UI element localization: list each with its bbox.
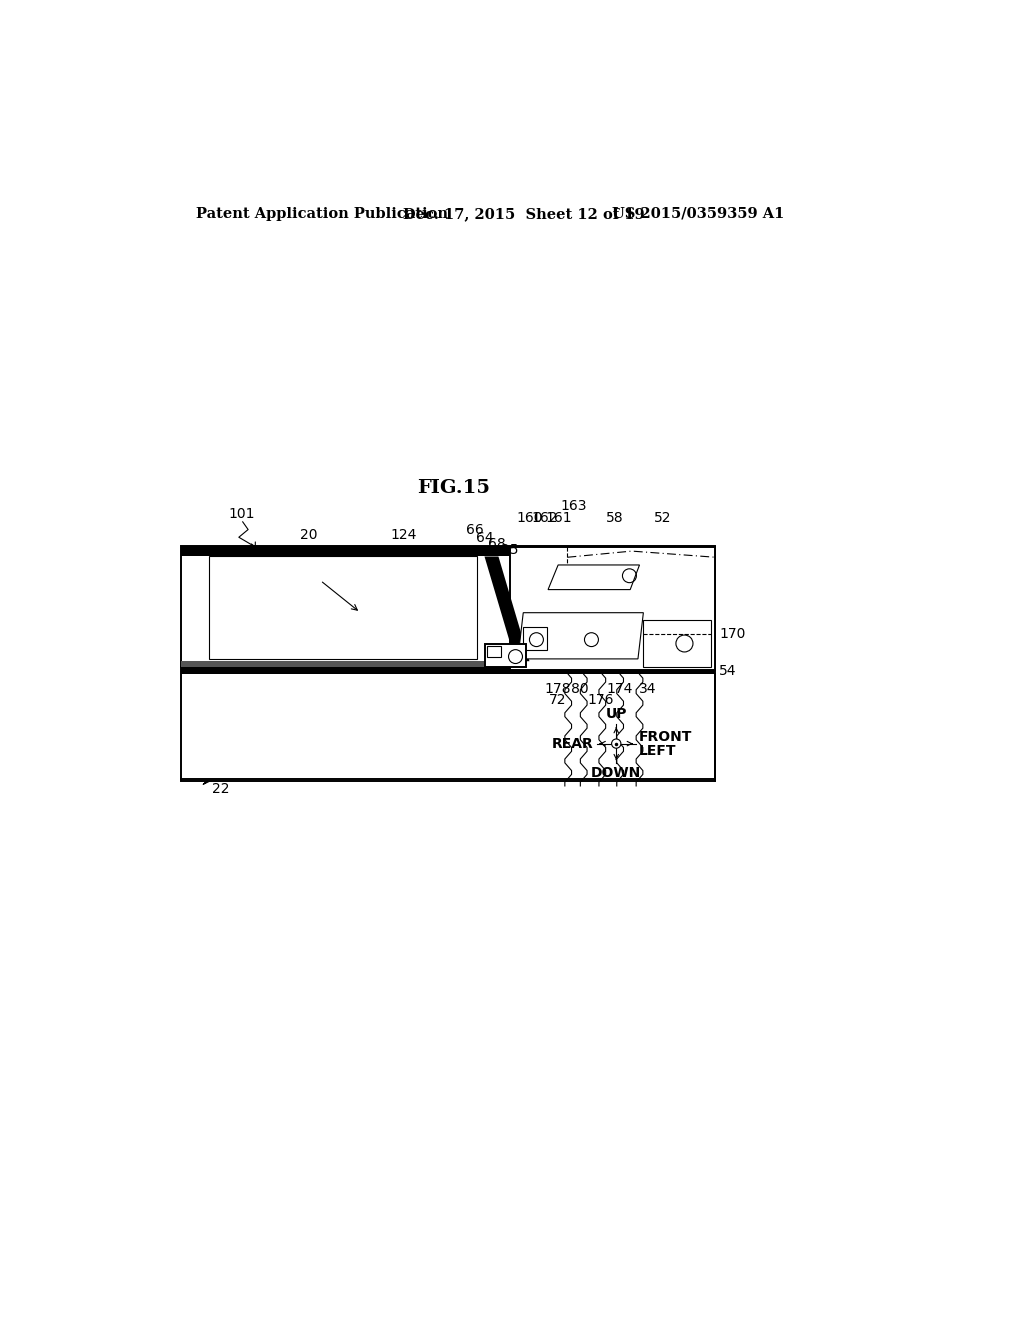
- Text: FIG.15: FIG.15: [417, 479, 490, 496]
- Text: 52: 52: [654, 511, 672, 525]
- Text: Dec. 17, 2015  Sheet 12 of 19: Dec. 17, 2015 Sheet 12 of 19: [403, 207, 645, 220]
- Bar: [180, 668, 716, 780]
- Text: Patent Application Publication: Patent Application Publication: [197, 207, 449, 220]
- Text: 176: 176: [588, 693, 614, 706]
- Text: 20: 20: [300, 528, 317, 543]
- Polygon shape: [484, 557, 529, 661]
- Text: 124: 124: [390, 528, 417, 543]
- Text: 25: 25: [502, 544, 519, 557]
- Polygon shape: [643, 620, 711, 667]
- Text: FRONT: FRONT: [639, 730, 692, 743]
- Bar: [510, 548, 716, 671]
- Text: 161: 161: [546, 511, 572, 525]
- Text: 170: 170: [719, 627, 745, 642]
- Polygon shape: [523, 627, 547, 649]
- Text: 174: 174: [607, 682, 633, 696]
- Polygon shape: [518, 612, 643, 659]
- Text: 163: 163: [560, 499, 587, 512]
- Text: DOWN: DOWN: [591, 766, 641, 780]
- Bar: [180, 545, 716, 557]
- Bar: [180, 661, 716, 668]
- Text: 22: 22: [212, 781, 229, 796]
- Bar: [180, 545, 716, 668]
- Bar: [209, 557, 477, 659]
- Polygon shape: [548, 565, 640, 590]
- Text: 80: 80: [571, 682, 589, 696]
- Text: 64: 64: [476, 531, 494, 545]
- Text: 68: 68: [488, 537, 506, 552]
- Circle shape: [611, 739, 621, 748]
- Bar: [486, 645, 501, 657]
- Text: 72: 72: [549, 693, 567, 706]
- Text: UP: UP: [605, 708, 627, 721]
- Text: 58: 58: [606, 511, 624, 525]
- Text: US 2015/0359359 A1: US 2015/0359359 A1: [612, 207, 784, 220]
- Text: 66: 66: [466, 523, 483, 537]
- Text: 54: 54: [719, 664, 737, 677]
- Text: 162: 162: [531, 511, 558, 525]
- Text: 101: 101: [228, 507, 255, 521]
- Text: 160: 160: [516, 511, 543, 525]
- Text: REAR: REAR: [552, 737, 594, 751]
- Text: 178: 178: [545, 682, 571, 696]
- Polygon shape: [484, 644, 525, 667]
- Text: LEFT: LEFT: [639, 743, 676, 758]
- Text: 34: 34: [639, 682, 656, 696]
- Bar: [180, 665, 716, 673]
